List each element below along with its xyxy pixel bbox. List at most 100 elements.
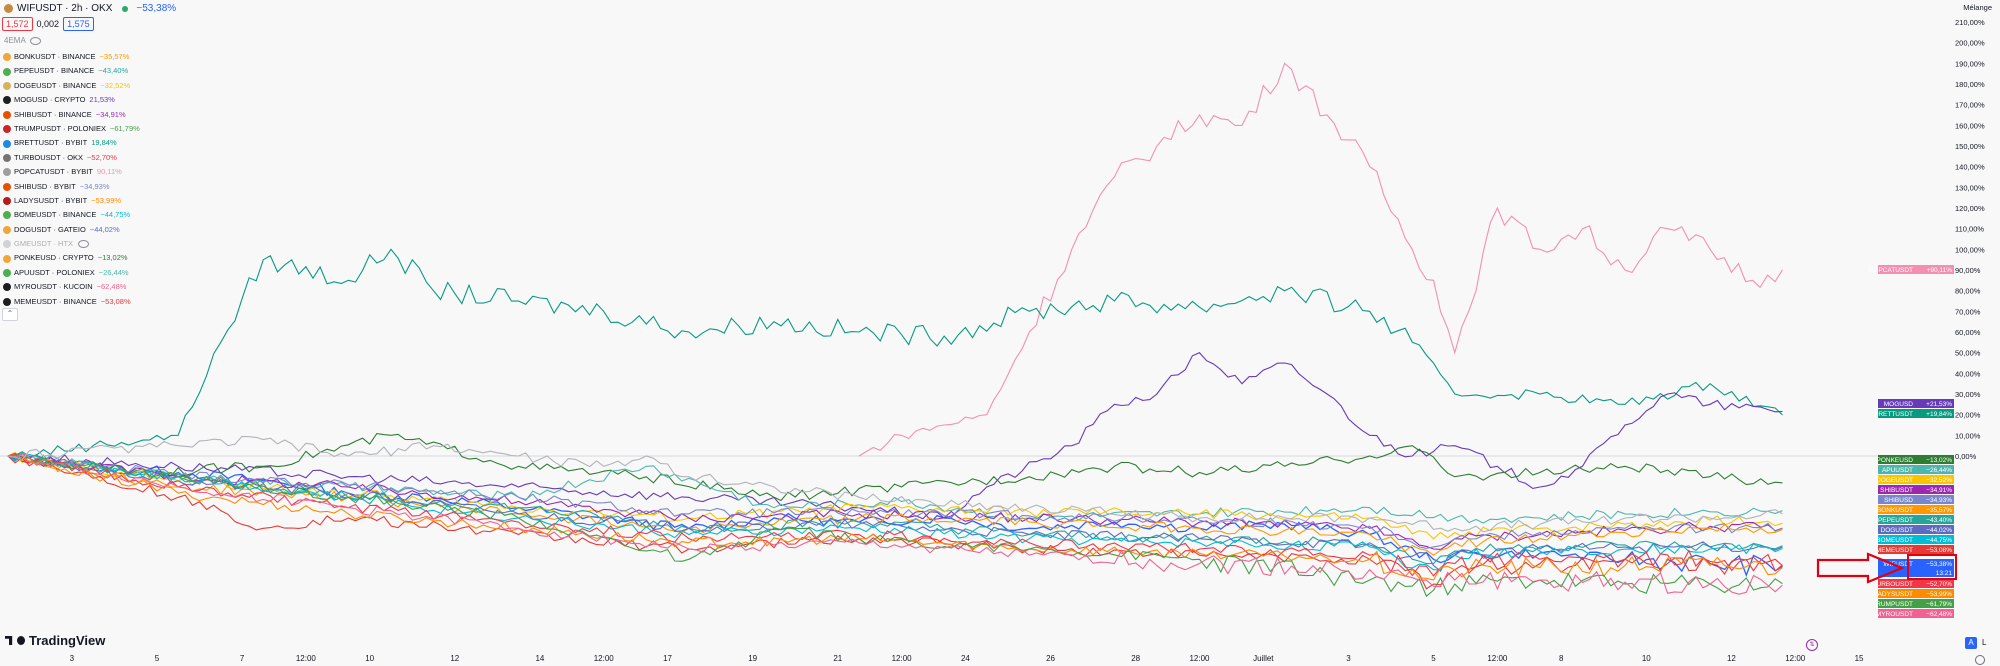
- y-tick-label: 60,00%: [1955, 328, 1981, 337]
- legend-item[interactable]: DOGUSDT · GATEIO −44,02%: [3, 223, 140, 237]
- price-label-value: −13,02%: [1926, 457, 1952, 464]
- eye-hidden-icon[interactable]: [29, 36, 41, 45]
- x-tick-label: 12:00: [1785, 654, 1806, 663]
- legend-item[interactable]: MEMEUSDT · BINANCE −53,08%: [3, 295, 140, 309]
- legend-item[interactable]: BRETTUSDT · BYBIT 19,84%: [3, 136, 140, 150]
- symbol-logo-icon: [3, 96, 11, 105]
- legend-change: 19,84%: [91, 138, 117, 148]
- legend-item[interactable]: PONKEUSD · CRYPTO −13,02%: [3, 251, 140, 265]
- price-label-bg: [1878, 545, 1954, 554]
- price-label-name: APUUSDT: [1882, 467, 1913, 474]
- sell-price-button[interactable]: 1,572: [2, 17, 33, 31]
- symbol-logo-icon: [3, 125, 11, 134]
- auto-scale-button[interactable]: A: [1965, 637, 1977, 649]
- legend-change: −34,91%: [95, 109, 126, 119]
- price-label-value: −44,02%: [1926, 527, 1952, 534]
- price-label-value: −61,79%: [1926, 601, 1952, 608]
- settings-gear-icon[interactable]: [1975, 655, 1985, 665]
- series-line[interactable]: [7, 455, 1783, 590]
- series-line[interactable]: [7, 455, 1783, 556]
- annotation-arrow: [1816, 552, 1957, 584]
- price-label-value: −62,48%: [1926, 611, 1952, 618]
- legend-item[interactable]: SHIBUSDT · BINANCE −34,91%: [3, 108, 140, 122]
- tradingview-logo[interactable]: TradingView: [5, 633, 105, 648]
- legend-item[interactable]: SHIBUSD · BYBIT −34,93%: [3, 180, 140, 194]
- indicator-label[interactable]: 4EMA: [4, 36, 26, 45]
- price-label-name: SHIBUSD: [1884, 497, 1913, 504]
- legend-label: SHIBUSDT · BINANCE: [14, 109, 92, 119]
- highlight-box: [1907, 554, 1957, 580]
- price-label-bg: [1878, 589, 1954, 598]
- legend-change: 90,11%: [96, 167, 122, 177]
- price-label-value: −43,40%: [1926, 517, 1952, 524]
- x-tick-label: 12:00: [1189, 654, 1210, 663]
- symbol-logo-icon: [3, 81, 11, 90]
- collapse-legend-button[interactable]: ⌃: [2, 308, 18, 321]
- legend-item[interactable]: POPCATUSDT · BYBIT 90,11%: [3, 165, 140, 179]
- price-label-value: +21,53%: [1926, 401, 1952, 408]
- series-layer: [7, 62, 1783, 598]
- series-line[interactable]: [7, 454, 1783, 581]
- series-line[interactable]: [7, 248, 1783, 457]
- legend-item[interactable]: TURBOUSDT · OKX −52,70%: [3, 151, 140, 165]
- price-label-bg: [1878, 409, 1954, 418]
- x-axis: 3 5 7 12:00 10 12 14 12:00 17 19 21 12:00 24 26 28 12:0…: [70, 654, 1864, 663]
- series-line[interactable]: [7, 451, 1783, 524]
- price-label-bg: [1878, 399, 1954, 408]
- symbol-logo-icon: [3, 67, 11, 76]
- legend-item[interactable]: DOGEUSDT · BINANCE −32,52%: [3, 79, 140, 93]
- legend-item[interactable]: MOGUSD · CRYPTO 21,53%: [3, 93, 140, 107]
- series-line[interactable]: [7, 454, 1783, 572]
- series-line[interactable]: [7, 454, 1783, 565]
- price-label-bg: [1878, 505, 1954, 514]
- legend-label: DOGEUSDT · BINANCE: [14, 80, 97, 90]
- symbol-logo-icon: [3, 269, 11, 278]
- legend-label: MEMEUSDT · BINANCE: [14, 296, 97, 306]
- legend-item[interactable]: LADYSUSDT · BYBIT −53,99%: [3, 194, 140, 208]
- eye-hidden-icon[interactable]: [78, 240, 90, 249]
- x-tick-label: 17: [663, 654, 672, 663]
- price-label-bg: [1878, 559, 1954, 577]
- price-label-name: MOGUSD: [1884, 401, 1914, 408]
- buy-price-button[interactable]: 1,575: [63, 17, 94, 31]
- legend-change: −43,40%: [98, 66, 129, 76]
- y-tick-label: 190,00%: [1955, 59, 1985, 68]
- series-line[interactable]: [7, 352, 1783, 520]
- price-label-name: BONKUSDT: [1877, 507, 1913, 514]
- spread-value: 0,002: [36, 19, 60, 29]
- series-line[interactable]: [7, 454, 1783, 549]
- price-label-name: BRETTUSDT: [1874, 411, 1913, 418]
- legend-label: MOGUSD · CRYPTO: [14, 95, 86, 105]
- legend-item[interactable]: MYROUSDT · KUCOIN −62,48%: [3, 280, 140, 294]
- legend-label: TRUMPUSDT · POLONIEX: [14, 123, 106, 133]
- series-line[interactable]: [7, 451, 1783, 540]
- series-line[interactable]: [7, 435, 1783, 533]
- series-line[interactable]: [7, 453, 1783, 578]
- chart-title[interactable]: WIFUSDT · 2h · OKX: [17, 3, 113, 14]
- legend-item[interactable]: GMEUSDT · HTX: [3, 237, 140, 251]
- legend-change: −53,08%: [100, 296, 131, 306]
- y-tick-label: 150,00%: [1955, 142, 1985, 151]
- legend-label: LADYSUSDT · BYBIT: [14, 195, 88, 205]
- legend-item[interactable]: PEPEUSDT · BINANCE −43,40%: [3, 64, 140, 78]
- price-label-name: MEMEUSDT: [1876, 547, 1913, 554]
- x-tick-label: 15: [1855, 654, 1864, 663]
- series-line[interactable]: [7, 433, 1783, 502]
- legend-item[interactable]: TRUMPUSDT · POLONIEX −61,79%: [3, 122, 140, 136]
- series-line[interactable]: [7, 452, 1783, 598]
- x-tick-label: 5: [1431, 654, 1436, 663]
- x-tick-label: 12: [1727, 654, 1736, 663]
- legend-item[interactable]: APUUSDT · POLONIEX −26,44%: [3, 266, 140, 280]
- price-label-bg: [1878, 475, 1954, 484]
- legend-item[interactable]: BONKUSDT · BINANCE −35,57%: [3, 50, 140, 64]
- series-line[interactable]: [7, 452, 1783, 595]
- price-label-name: TURBOUSDT: [1873, 581, 1913, 588]
- log-scale-button[interactable]: L: [1982, 638, 1987, 647]
- price-label-bg: [1878, 465, 1954, 474]
- events-icon[interactable]: ⇅: [1806, 639, 1818, 651]
- legend-item[interactable]: BOMEUSDT · BINANCE −44,75%: [3, 208, 140, 222]
- x-tick-label: 26: [1046, 654, 1055, 663]
- scale-mode-label[interactable]: Mélange: [1963, 3, 1992, 12]
- series-line[interactable]: [858, 62, 1783, 457]
